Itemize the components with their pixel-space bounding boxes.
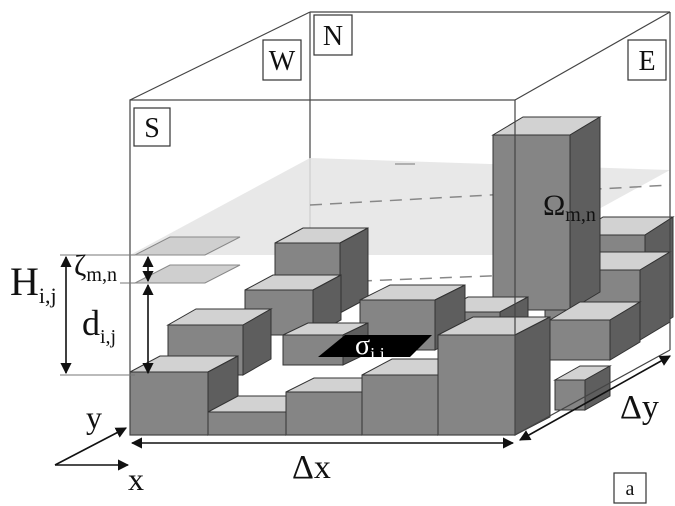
- symbol: σ: [355, 330, 370, 361]
- symbol: Ω: [543, 189, 565, 222]
- block-face: [550, 320, 610, 360]
- x-axis-label: x: [128, 461, 144, 497]
- panel-label: a: [626, 478, 635, 500]
- y-axis-label: y: [86, 399, 102, 435]
- block-face: [515, 317, 550, 435]
- dy-label: Δy: [620, 389, 659, 426]
- diagram: S W N E σi,j Hi,j ζm,n di,j Ωm,n Δx Δy x…: [0, 0, 675, 506]
- subscript: i,j: [370, 344, 385, 364]
- subscript: m,n: [86, 264, 117, 286]
- symbol: d: [82, 303, 100, 343]
- block-face: [362, 375, 438, 435]
- compass-south: S: [144, 113, 160, 144]
- block-face: [493, 135, 570, 310]
- subscript: m,n: [565, 204, 596, 226]
- compass-west: W: [269, 46, 296, 77]
- level-plane: [135, 265, 240, 283]
- block-face: [286, 392, 362, 435]
- d-label: di,j: [82, 303, 116, 348]
- block-face: [208, 412, 286, 435]
- compass-east: E: [638, 46, 655, 77]
- block-face: [438, 335, 515, 435]
- h-label: Hi,j: [10, 259, 57, 308]
- subscript: i,j: [100, 326, 116, 348]
- symbol: H: [10, 259, 39, 304]
- subscript: i,j: [39, 283, 57, 308]
- block-face: [130, 372, 208, 435]
- dx-label: Δx: [292, 449, 331, 486]
- symbol: ζ: [74, 249, 86, 282]
- compass-north: N: [323, 21, 343, 52]
